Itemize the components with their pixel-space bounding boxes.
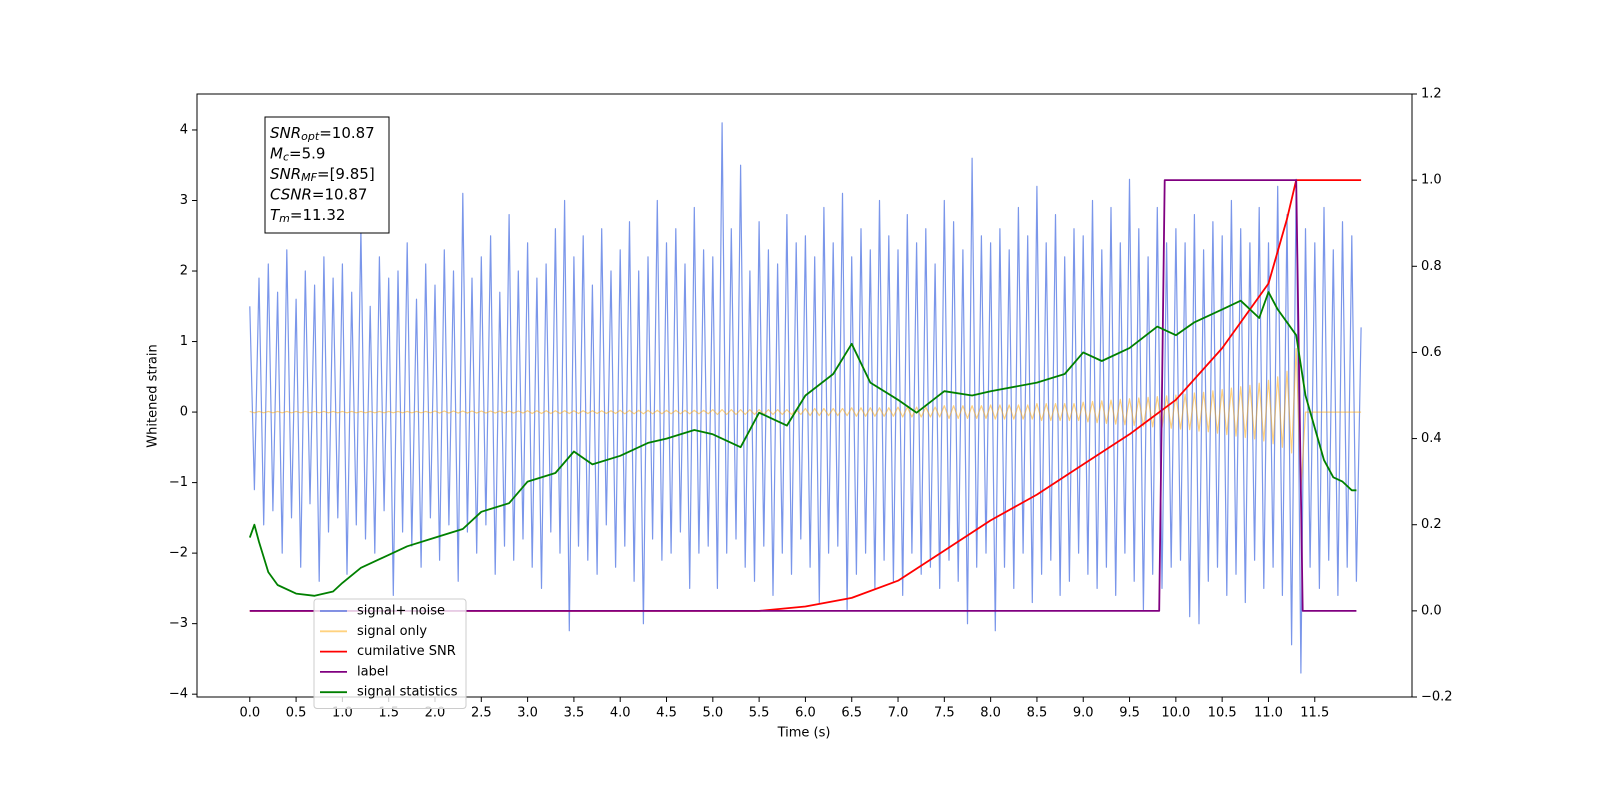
annotation-line: Tm=11.32 (270, 206, 345, 226)
annotation-subscript: c (283, 151, 289, 164)
y2-tick-label: 0.6 (1421, 345, 1442, 360)
x-tick-label: 8.5 (1027, 706, 1048, 721)
y2-tick-label: −0.2 (1421, 690, 1453, 705)
annotation-symbol: SNR (270, 124, 301, 142)
y-tick-label: 0 (180, 405, 188, 420)
y2-tick-label: 0.2 (1421, 517, 1442, 532)
y-tick-label: −4 (169, 687, 188, 702)
x-tick-label: 3.5 (564, 706, 585, 721)
annotation-subscript: opt (301, 130, 320, 143)
y2-tick-label: 1.2 (1421, 87, 1442, 102)
series-line (249, 122, 1362, 674)
annotation-symbol: CSNR (270, 185, 312, 203)
series-line (248, 291, 1357, 597)
x-axis-label: Time (s) (777, 726, 831, 741)
x-tick-label: 8.0 (980, 706, 1001, 721)
y2-tick-label: 0.0 (1421, 603, 1442, 618)
annotation-value: =[9.85] (317, 165, 375, 183)
series-line (249, 179, 1362, 612)
x-tick-label: 4.5 (656, 706, 677, 721)
legend: signal+ noise signal only cumilative SNR la… (313, 598, 467, 709)
y-tick-label: 1 (180, 334, 188, 349)
annotation-line: CSNR=10.87 (270, 185, 367, 203)
y-tick-label: −3 (169, 616, 188, 631)
x-tick-label: 6.5 (841, 706, 862, 721)
annotation-symbol: T (270, 206, 281, 224)
y-tick-label: 4 (180, 122, 188, 137)
annotation-subscript: MF (301, 171, 317, 184)
annotation-line: SNRopt=10.87 (270, 124, 375, 144)
annotation-value: =11.32 (290, 206, 346, 224)
annotation-subscript: m (279, 212, 290, 225)
series-line (249, 179, 1357, 612)
x-tick-label: 0.5 (286, 706, 307, 721)
x-tick-label: 7.5 (934, 706, 955, 721)
legend-label: label (357, 664, 388, 679)
x-tick-label: 3.0 (517, 706, 538, 721)
x-tick-label: 5.0 (702, 706, 723, 721)
x-tick-label: 11.0 (1254, 706, 1283, 721)
y2-tick-label: 0.4 (1421, 431, 1442, 446)
annotation-line: Mc=5.9 (270, 144, 325, 164)
x-tick-label: 5.5 (749, 706, 770, 721)
annotation-value: =10.87 (319, 124, 375, 142)
x-tick-label: 11.5 (1300, 706, 1329, 721)
x-tick-label: 10.0 (1161, 706, 1190, 721)
x-tick-label: 10.5 (1208, 706, 1237, 721)
y2-tick-label: 0.8 (1421, 259, 1442, 274)
x-tick-label: 9.0 (1073, 706, 1094, 721)
y-tick-label: −2 (169, 546, 188, 561)
x-tick-label: 7.0 (888, 706, 909, 721)
x-tick-label: 4.0 (610, 706, 631, 721)
annotation: SNRopt=10.87Mc=5.9SNRMF=[9.85]CSNR=10.87… (264, 116, 390, 234)
annotation-value: =10.87 (312, 185, 368, 203)
x-tick-label: 1.0 (332, 706, 353, 721)
annotation-symbol: M (270, 144, 283, 162)
y-axis-label: Whitened strain (146, 344, 161, 447)
legend-label: cumilative SNR (357, 644, 456, 659)
x-tick-label: 9.5 (1119, 706, 1140, 721)
x-tick-label: 0.0 (239, 706, 260, 721)
y-tick-label: −1 (169, 475, 188, 490)
series-line (249, 348, 1362, 491)
legend-label: signal only (357, 624, 427, 639)
x-tick-label: 2.5 (471, 706, 492, 721)
legend-box (313, 598, 467, 709)
x-tick-label: 2.0 (425, 706, 446, 721)
y-tick-label: 2 (180, 264, 188, 279)
x-tick-label: 6.0 (795, 706, 816, 721)
annotation-box (264, 116, 390, 234)
y2-tick-label: 1.0 (1421, 173, 1442, 188)
plot-frame (196, 93, 1413, 698)
annotation-symbol: SNR (270, 165, 301, 183)
y-tick-label: 3 (180, 193, 188, 208)
annotation-value: =5.9 (289, 144, 325, 162)
legend-label: signal statistics (357, 685, 458, 700)
legend-label: signal+ noise (357, 604, 445, 619)
x-tick-label: 1.5 (378, 706, 399, 721)
annotation-line: SNRMF=[9.85] (270, 165, 375, 185)
